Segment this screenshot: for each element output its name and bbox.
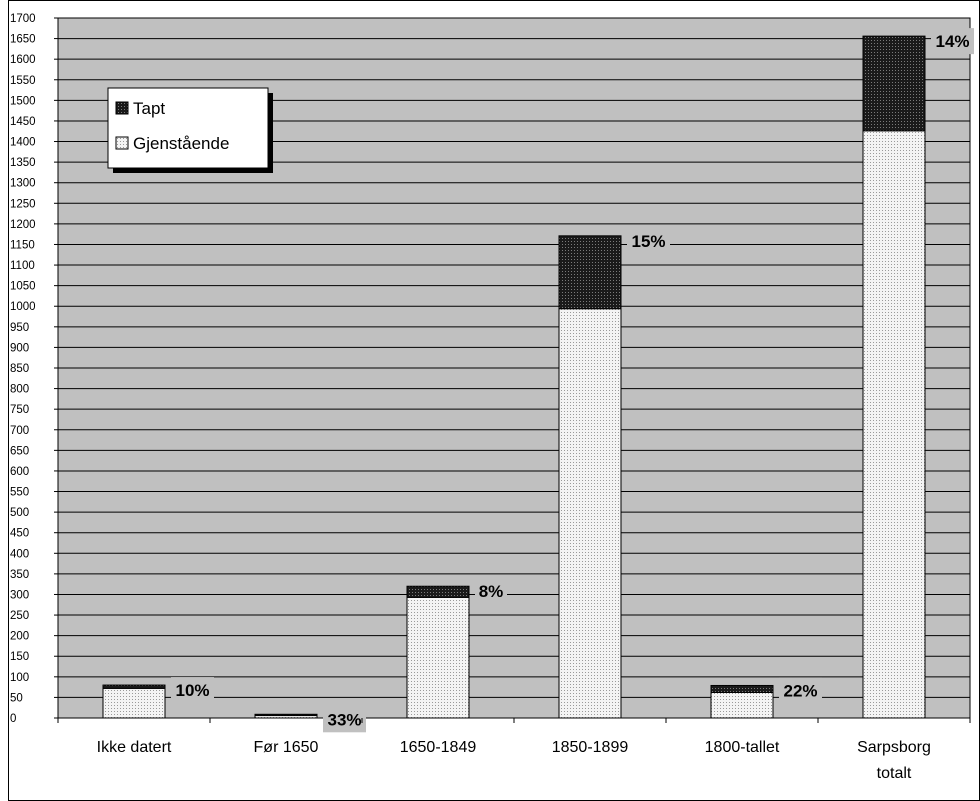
y-tick-label: 750 (10, 404, 29, 416)
y-tick-label: 100 (10, 672, 29, 684)
y-tick-label: 1150 (10, 239, 35, 251)
x-tick-label: 1800-tallet (705, 739, 780, 756)
y-tick-label: 250 (10, 610, 29, 622)
x-axis-ticks: Ikke datert Før 1650 1650-1849 1850-1899 180… (57, 718, 971, 782)
y-tick-label: 1700 (10, 13, 36, 25)
y-tick-label: 1300 (10, 178, 36, 190)
bar-tapt (710, 684, 774, 693)
y-tick-label: 850 (10, 363, 29, 375)
y-tick-label: 500 (10, 507, 29, 519)
legend: Tapt Gjenstående (107, 87, 273, 173)
y-tick-label: 1450 (10, 116, 36, 128)
legend-swatch (115, 136, 129, 150)
bar-tapt (254, 713, 318, 717)
legend-label: Gjenstående (133, 134, 229, 153)
data-label: 14% (935, 32, 969, 51)
y-tick-label: 900 (10, 342, 29, 354)
bar-tapt (558, 235, 622, 310)
x-tick-label: Ikke datert (97, 739, 172, 756)
y-tick-label: 1600 (10, 54, 36, 66)
y-tick-label: 650 (10, 445, 29, 457)
x-tick-label: Før 1650 (254, 739, 319, 756)
y-tick-label: 550 (10, 487, 29, 499)
bar-gjenstaende (406, 596, 470, 719)
y-tick-label: 0 (10, 713, 16, 725)
y-tick-label: 1500 (10, 95, 36, 107)
data-label-bg (475, 578, 507, 605)
bar-gjenstaende (862, 130, 926, 719)
data-label: 10% (175, 681, 209, 700)
y-tick-label: 200 (10, 631, 29, 643)
data-label-bg (323, 706, 366, 733)
y-tick-label: 300 (10, 589, 29, 601)
y-tick-label: 1050 (10, 281, 36, 293)
y-tick-label: 1550 (10, 75, 36, 87)
data-label: 33% (327, 710, 361, 729)
x-tick-label: Sarpsborg (857, 739, 931, 756)
bar-tapt (102, 684, 166, 689)
data-label: 15% (631, 232, 665, 251)
data-label-bg (931, 28, 974, 55)
bar-tapt (406, 585, 470, 598)
y-tick-label: 350 (10, 569, 29, 581)
data-label: 8% (479, 582, 504, 601)
data-label-bg (627, 227, 670, 254)
bar-tapt (862, 35, 926, 132)
data-label: 22% (783, 681, 817, 700)
bars (102, 35, 926, 719)
x-tick-label: 1850-1899 (552, 739, 629, 756)
y-tick-label: 1250 (10, 198, 36, 210)
y-tick-label: 950 (10, 322, 29, 334)
y-tick-label: 150 (10, 651, 29, 663)
y-tick-label: 1100 (10, 260, 35, 272)
y-tick-label: 600 (10, 466, 29, 478)
y-tick-label: 1200 (10, 219, 36, 231)
legend-box (107, 87, 269, 169)
legend-swatch (115, 101, 129, 115)
data-labels: 10% 33% 8% 15% 22% 14% (171, 28, 974, 733)
bar-gjenstaende (558, 308, 622, 719)
y-tick-label: 700 (10, 425, 29, 437)
legend-label: Tapt (133, 99, 165, 118)
data-label-bg (171, 677, 214, 704)
y-tick-label: 400 (10, 548, 29, 560)
y-tick-label: 1350 (10, 157, 36, 169)
bar-gjenstaende (102, 687, 166, 719)
y-tick-label: 1650 (10, 34, 36, 46)
x-tick-label: 1650-1849 (400, 739, 477, 756)
bar-gjenstaende (710, 691, 774, 719)
y-tick-label: 450 (10, 528, 29, 540)
data-label-bg (779, 677, 822, 704)
y-tick-label: 1400 (10, 137, 36, 149)
y-tick-label: 50 (10, 692, 23, 704)
y-tick-label: 1000 (10, 301, 36, 313)
y-tick-label: 800 (10, 384, 29, 396)
x-tick-label: totalt (877, 765, 912, 782)
y-axis-ticks: 0 50 100 150 200 250 300 350 400 450 500 550 600 650 7… (10, 13, 58, 725)
